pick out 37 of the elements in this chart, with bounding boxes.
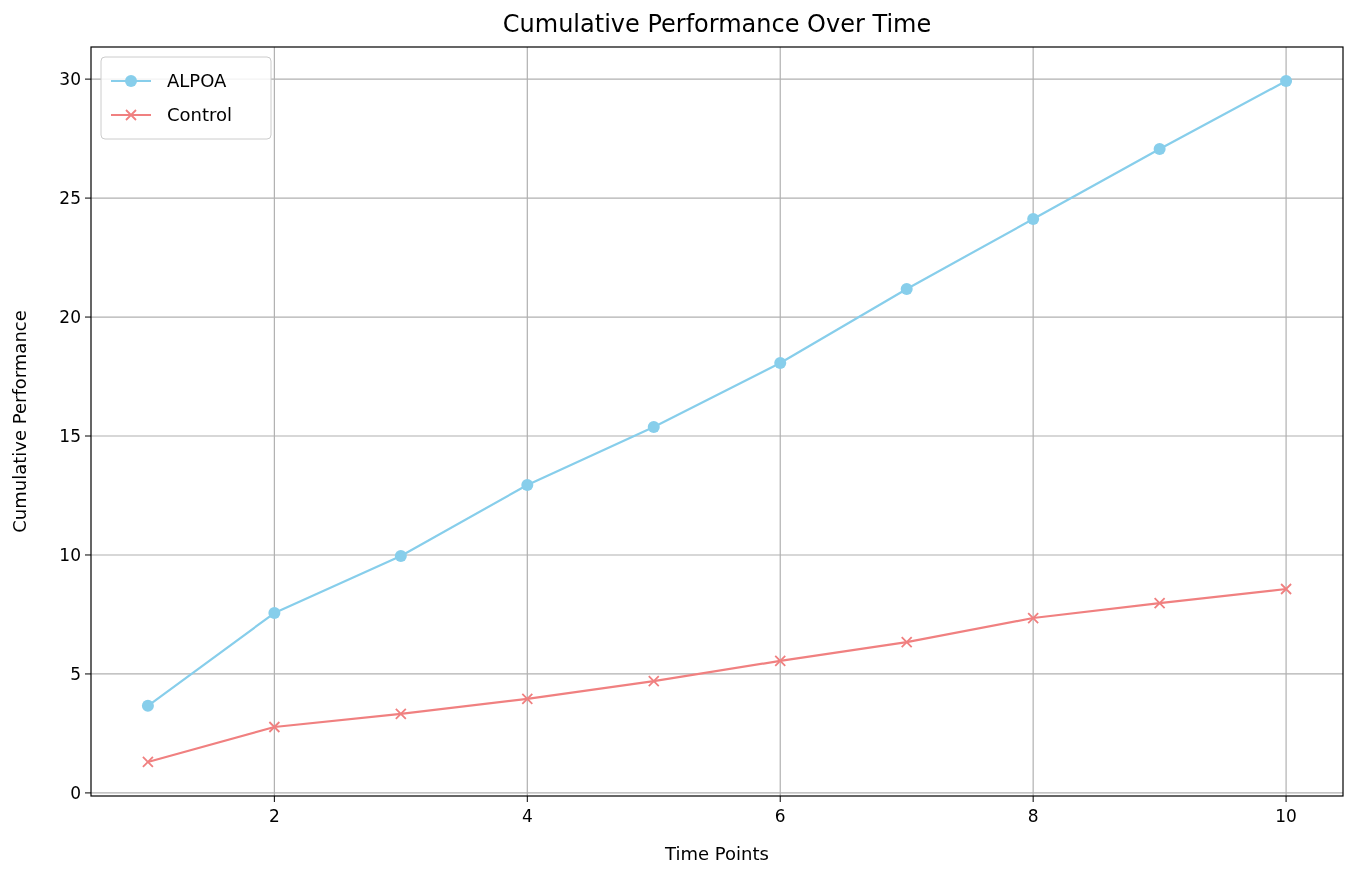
point (774, 356, 787, 369)
y-axis-title: Cumulative Performance (9, 310, 30, 533)
point (1153, 143, 1166, 156)
point (142, 756, 154, 768)
chart-title: Cumulative Performance Over Time (502, 10, 932, 38)
legend-label: Control (167, 104, 233, 125)
point (1027, 213, 1040, 226)
point (521, 693, 534, 705)
point (394, 549, 407, 562)
x-tick-label: 10 (1275, 806, 1297, 826)
point (394, 708, 407, 720)
point (521, 479, 534, 492)
y-tick-label: 20 (59, 307, 81, 328)
point (647, 420, 660, 433)
y-tick-label: 25 (59, 188, 81, 209)
y-tick-label: 5 (70, 663, 81, 684)
point (900, 282, 913, 295)
point (268, 607, 281, 620)
point (1280, 75, 1293, 88)
x-tick-label: 6 (774, 806, 786, 826)
x-axis-title: Time Points (664, 843, 769, 864)
point (900, 636, 913, 648)
point (647, 675, 660, 687)
x-tick-label: 8 (1027, 806, 1039, 826)
y-tick-label: 0 (70, 782, 81, 803)
point (1153, 597, 1166, 609)
point (141, 699, 154, 712)
point (268, 721, 281, 733)
y-tick-label: 30 (59, 69, 81, 90)
x-tick-label: 2 (268, 806, 280, 826)
point (1280, 583, 1292, 595)
y-tick-label: 15 (59, 426, 81, 447)
point (1027, 612, 1040, 624)
x-tick-label: 4 (521, 806, 533, 826)
legend-label: ALPOA (167, 70, 228, 91)
point (774, 654, 787, 667)
y-tick-label: 10 (59, 544, 81, 565)
